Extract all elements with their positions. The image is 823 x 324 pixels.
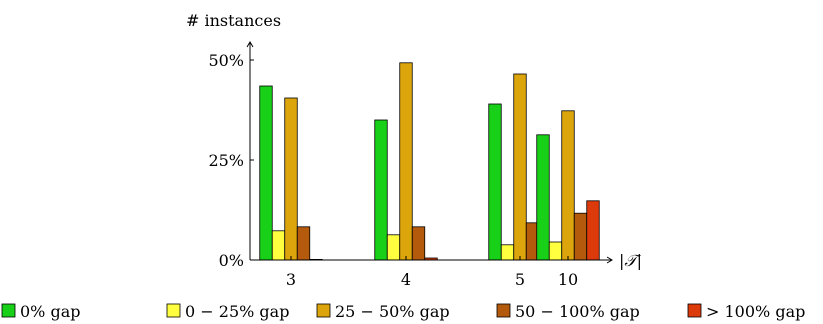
bar-4-series-1 [374,119,388,261]
legend-label-3: 25 − 50% gap [335,302,450,321]
legend-swatch-3 [316,303,331,318]
bar-10-series-1 [536,134,550,261]
bar-3-series-4 [296,226,311,261]
x-axis-label: |𝒯| [619,251,642,270]
y-tick-label: 50% [208,51,244,70]
bar-5-series-1 [488,103,502,261]
legend-label-4: 50 − 100% gap [515,302,640,321]
legend-label-5: > 100% gap [706,302,805,321]
x-tick-label: 4 [401,270,411,289]
bar-10-series-3 [561,110,575,261]
bar-3-series-3 [284,97,298,261]
y-tick-label: 0% [219,251,244,270]
bar-10-series-2 [548,241,563,261]
legend: 0% gap 0 − 25% gap 25 − 50% gap 50 − 100% g… [1,302,805,321]
y-tick-label: 25% [208,151,244,170]
legend-swatch-5 [687,303,702,318]
x-tick-label: 3 [286,270,296,289]
bar-5-series-2 [500,244,515,261]
legend-label-1: 0% gap [20,302,81,321]
legend-swatch-4 [496,303,511,318]
bar-4-series-2 [386,234,401,261]
legend-label-2: 0 − 25% gap [185,302,289,321]
bar-4-series-3 [399,62,413,261]
legend-swatch-2 [166,303,181,318]
legend-swatch-1 [1,303,16,318]
bar-3-series-2 [271,230,286,261]
bars-group [259,62,600,261]
axes-group: 0% 25% 50% 3 4 5 10 [208,41,613,289]
bar-10-series-4 [573,212,588,261]
x-tick-label: 5 [515,270,525,289]
y-axis-label: # instances [186,11,281,30]
bar-4-series-4 [411,226,426,261]
bar-10-series-5 [586,200,600,261]
x-axis-arrow [606,256,613,264]
x-tick-label: 10 [558,270,578,289]
bar-5-series-3 [513,73,527,261]
bar-3-series-1 [259,85,273,261]
y-axis-arrow [246,41,254,48]
